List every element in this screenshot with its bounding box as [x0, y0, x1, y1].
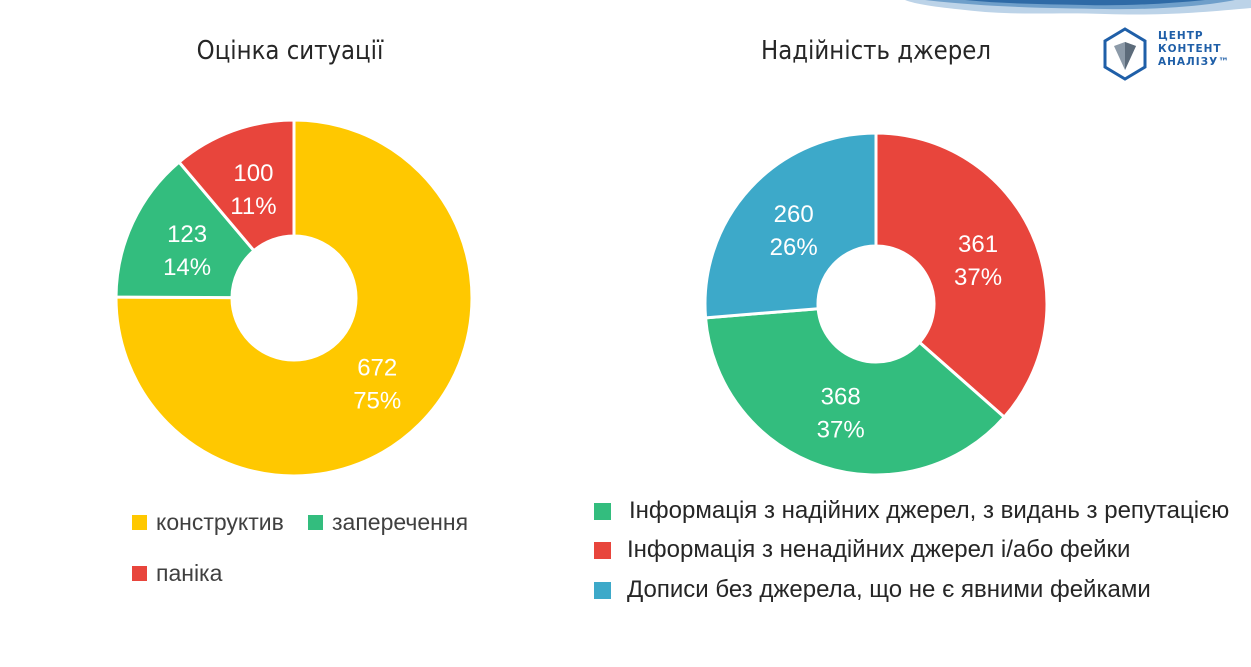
legend-swatch	[132, 566, 147, 581]
legend-swatch	[594, 541, 611, 559]
legend-label: паніка	[156, 560, 223, 586]
legend-item-panic: паніка	[132, 560, 222, 587]
data-label-value: 361	[958, 231, 998, 258]
data-label-value: 123	[167, 221, 207, 248]
data-label-percent: 37%	[954, 264, 1002, 291]
legend-item-reliable: Інформація з надійних джерел, з видань з…	[594, 497, 1229, 525]
legend-swatch	[308, 515, 323, 530]
data-label-value: 672	[357, 355, 397, 382]
legend-swatch	[594, 502, 611, 520]
data-label-percent: 37%	[817, 416, 865, 443]
chart-title-situation: Оцінка ситуації	[196, 36, 384, 66]
legend-swatch	[594, 581, 611, 599]
pie-slice-1-0	[874, 131, 1049, 420]
legend-label: заперечення	[332, 509, 469, 535]
logo-hexagon-icon	[1103, 27, 1147, 81]
legend-item-constructive: конструктив	[132, 509, 284, 536]
legend-label: Інформація з надійних джерел, з видань з…	[629, 497, 1230, 524]
decorative-banner	[905, 0, 1251, 15]
data-label-value: 100	[233, 160, 273, 187]
legend-item-denial: заперечення	[308, 509, 468, 536]
data-label-percent: 75%	[353, 388, 401, 415]
pie-slice-1-1	[703, 307, 1007, 477]
legend-label: Дописи без джерела, що не є явними фейка…	[627, 576, 1151, 603]
legend-item-unreliable: Інформація з ненадійних джерел і/або фей…	[594, 536, 1130, 564]
pie-slice-0-2	[176, 118, 296, 253]
pie-slice-0-0	[114, 118, 474, 478]
pie-slice-0-1	[114, 159, 257, 300]
logo-line-3: АНАЛІЗУ™	[1158, 56, 1230, 68]
data-label-value: 260	[774, 201, 814, 228]
data-label-value: 368	[821, 383, 861, 410]
data-label-percent: 26%	[770, 234, 818, 261]
logo-line-2: КОНТЕНТ	[1158, 43, 1222, 55]
pie-slice-1-2	[703, 131, 878, 320]
data-label-percent: 11%	[230, 193, 276, 220]
logo-line-1: ЦЕНТР	[1158, 30, 1204, 42]
chart-title-sources: Надійність джерел	[760, 36, 991, 66]
legend-item-no-source: Дописи без джерела, що не є явними фейка…	[594, 576, 1151, 604]
legend-label: Інформація з ненадійних джерел і/або фей…	[627, 536, 1131, 563]
data-label-percent: 14%	[163, 254, 211, 281]
legend-label: конструктив	[156, 509, 284, 535]
logo-content-analysis-center: ЦЕНТР КОНТЕНТ АНАЛІЗУ™	[1100, 26, 1230, 82]
legend-swatch	[132, 515, 147, 530]
